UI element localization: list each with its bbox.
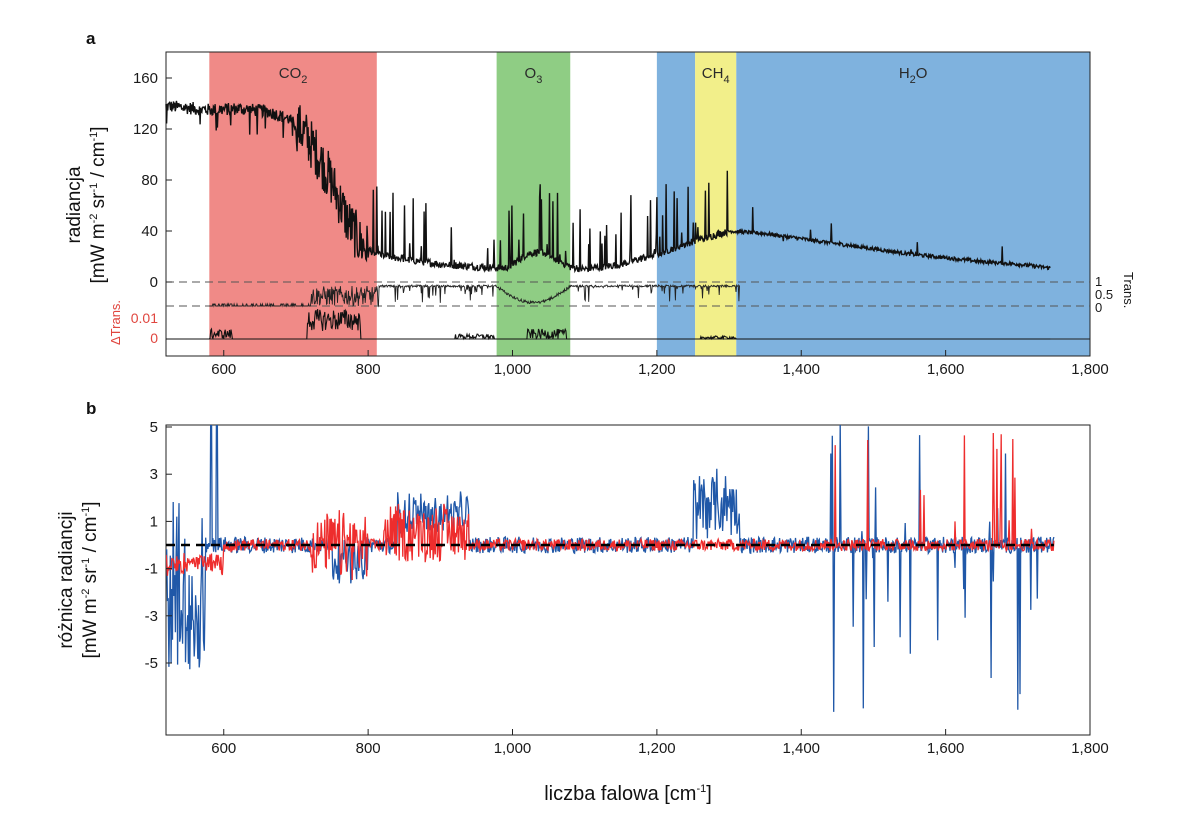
panel-b-letter: b (86, 399, 96, 418)
radiance-spectrum (165, 100, 1051, 341)
panel-b-ylabel-line1: różnica radiancji (56, 511, 77, 648)
band-h2o-left (656, 52, 696, 356)
b-ytick-label: -1 (145, 561, 158, 578)
b-ytick-label: 5 (150, 419, 158, 436)
trans-axis: 1 0.5 0 Trans. (1095, 272, 1136, 315)
panel-a-ylabel-line2: [mW m-2 sr-1 / cm-1] (88, 126, 109, 283)
delta-trans-line (166, 308, 1051, 341)
band-o3 (496, 52, 571, 356)
a-ytick-label: 160 (133, 70, 158, 87)
delta-trans-tick-001: 0.01 (131, 310, 158, 326)
b-ytick-label: 1 (150, 513, 158, 530)
trans-tick-05: 0.5 (1095, 287, 1113, 302)
b-xtick-label: 1,600 (927, 740, 965, 757)
panel-a-x-axis: 600 800 1,000 1,200 1,400 1,600 1,800 (211, 350, 1109, 378)
b-xtick-label: 600 (211, 740, 236, 757)
b-xtick-label: 1,400 (782, 740, 820, 757)
b-ytick-label: -3 (145, 608, 158, 625)
delta-trans-tick-0: 0 (150, 330, 158, 346)
a-xtick-label: 800 (356, 361, 381, 378)
band-label-h2o: H2O (899, 65, 928, 86)
b-xtick-label: 1,000 (494, 740, 532, 757)
x-axis-label: liczba falowa [cm-1] (544, 783, 712, 805)
trans-tick-1: 1 (1095, 274, 1102, 289)
panel-a-y-axis: 0 40 80 120 160 (133, 70, 172, 291)
band-h2o (736, 52, 1090, 356)
a-xtick-label: 1,800 (1071, 361, 1109, 378)
panel-a-frame (165, 51, 1091, 357)
band-co2 (209, 52, 377, 356)
delta-trans-axis: 0.01 0 ΔTrans. (108, 300, 158, 346)
a-ytick-label: 40 (141, 223, 158, 240)
red-series-line (166, 432, 1055, 581)
radiance-line (165, 100, 1051, 274)
a-ytick-label: 0 (150, 274, 158, 291)
panel-b-y-axis: 5 3 1 -1 -3 -5 (145, 419, 172, 672)
transmittance-line (209, 283, 740, 308)
a-xtick-label: 1,400 (782, 361, 820, 378)
a-ytick-label: 120 (133, 121, 158, 138)
a-xtick-label: 1,200 (638, 361, 676, 378)
blue-series-line (166, 425, 1055, 712)
b-ytick-label: 3 (150, 466, 158, 483)
band-ch4 (695, 52, 737, 356)
panel-b-frame (165, 424, 1091, 736)
a-xtick-label: 1,600 (927, 361, 965, 378)
a-xtick-label: 600 (211, 361, 236, 378)
panel-b-ylabel-line2: [mW m-2 sr-1 / cm-1] (80, 501, 101, 658)
radiance-difference-series (166, 425, 1055, 712)
b-xtick-label: 1,800 (1071, 740, 1109, 757)
panel-a-ylabel: radiancja [mW m-2 sr-1 / cm-1] (64, 126, 109, 283)
a-xtick-label: 1,000 (494, 361, 532, 378)
trans-tick-0: 0 (1095, 300, 1102, 315)
b-xtick-label: 1,200 (638, 740, 676, 757)
band-label-co2: CO2 (279, 65, 308, 86)
a-ytick-label: 80 (141, 172, 158, 189)
b-ytick-label: -5 (145, 655, 158, 672)
delta-trans-label: ΔTrans. (108, 300, 123, 345)
band-label-o3: O3 (525, 65, 543, 86)
b-xtick-label: 800 (356, 740, 381, 757)
band-label-ch4: CH4 (702, 65, 730, 86)
panel-b: b 5 3 1 -1 -3 -5 600 800 1,000 1,200 1,400 1,600 1,… (56, 399, 1109, 805)
panel-a: a CO2 O3 CH4 H2O 0 40 80 120 160 600 800 1,000 1,2… (64, 29, 1136, 378)
panel-b-x-axis: 600 800 1,000 1,200 1,400 1,600 1,800 (211, 729, 1109, 757)
panel-b-ylabel: różnica radiancji [mW m-2 sr-1 / cm-1] (56, 501, 101, 658)
panel-a-letter: a (86, 29, 96, 48)
trans-label: Trans. (1121, 272, 1136, 308)
panel-a-ylabel-line1: radiancja (64, 166, 85, 244)
